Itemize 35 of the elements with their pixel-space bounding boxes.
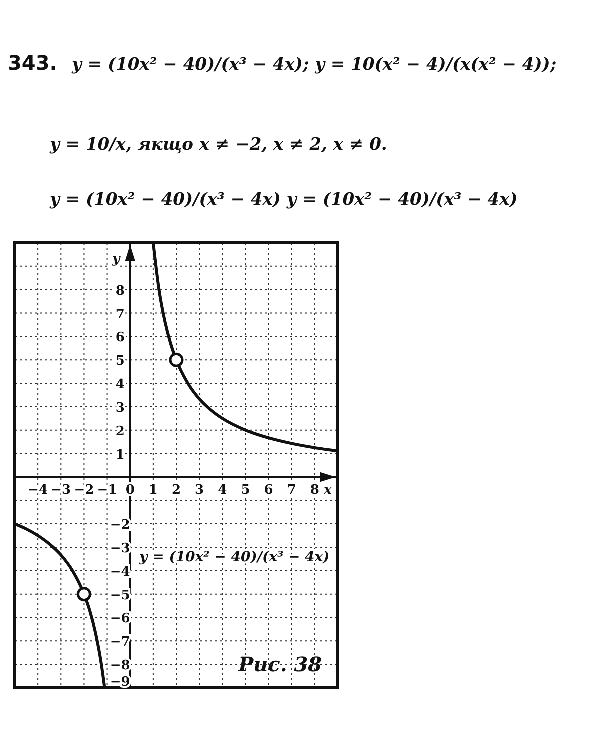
y-tick-label: −8 [110,658,130,674]
text: y = (10x² − 40)/(x³ − 4x) [138,550,330,566]
annotation: Рис. 38 [238,652,322,677]
y-tick-label: −7 [110,635,130,650]
y-tick-label: 4 [116,378,125,393]
x-tick-label: 4 [218,483,228,498]
x-tick-label: 5 [241,483,250,498]
y-tick-label: 6 [116,330,125,346]
x-tick-label: −2 [74,483,94,498]
text: y = (10x² − 40)/(x³ − 4x) y = (10x² − 40)/(x³ − 4x) [49,190,518,210]
y-tick-label: 8 [116,284,125,299]
y-tick-label: −3 [110,541,130,556]
x-tick-label: −4 [28,483,48,498]
y-tick-label: 1 [116,448,125,463]
text: y = (10x² − 40)/(x³ − 4x); y = 10(x² − 4)/(x(x² − 4)); [71,55,557,75]
x-tick-label: 3 [195,483,204,498]
y-tick-label: −5 [110,588,130,604]
x-tick-label: 1 [148,483,158,498]
chart-title: 343. [8,51,58,75]
y-axis-title: y [112,252,122,267]
y-tick-label: 7 [116,307,125,322]
x-tick-label: 8 [310,483,320,498]
y-tick-label: −6 [110,612,130,627]
y-tick-label: 2 [116,424,125,440]
y-tick-label: −2 [110,518,130,534]
y-tick-label: 5 [116,354,125,370]
x-tick-label: −3 [51,483,72,498]
text: y = 10/x, якщо x ≠ −2, x ≠ 2, x ≠ 0. [49,135,388,155]
x-tick-label: 2 [172,483,182,498]
y-tick-label: 3 [116,400,125,416]
x-tick-label: −1 [97,483,118,498]
x-axis-title: x [323,483,332,498]
x-tick-label: 6 [264,483,274,498]
x-tick-label: 7 [287,483,296,498]
y-tick-label: −9 [110,675,130,690]
